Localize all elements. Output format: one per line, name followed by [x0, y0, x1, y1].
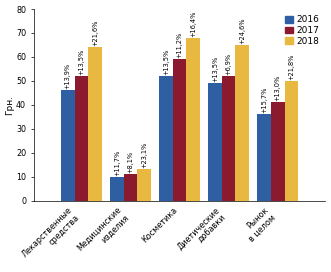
Bar	[159, 76, 173, 200]
Bar	[235, 45, 249, 200]
Text: +13,5%: +13,5%	[78, 49, 84, 75]
Legend: 2016, 2017, 2018: 2016, 2017, 2018	[284, 14, 321, 48]
Text: +13,0%: +13,0%	[275, 75, 281, 101]
Bar	[74, 76, 88, 200]
Text: +16,4%: +16,4%	[190, 10, 196, 37]
Text: +24,6%: +24,6%	[239, 17, 245, 44]
Text: +8,1%: +8,1%	[127, 151, 133, 173]
Bar	[110, 177, 124, 200]
Text: +13,5%: +13,5%	[163, 49, 169, 75]
Bar	[124, 174, 137, 200]
Text: +11,2%: +11,2%	[176, 32, 183, 58]
Bar	[186, 38, 200, 200]
Bar	[208, 83, 222, 200]
Bar	[257, 115, 271, 200]
Text: +6,9%: +6,9%	[226, 53, 232, 75]
Bar	[173, 59, 186, 200]
Bar	[88, 47, 102, 200]
Bar	[271, 103, 285, 200]
Text: +13,9%: +13,9%	[65, 63, 71, 89]
Text: +21,8%: +21,8%	[288, 54, 294, 80]
Text: +11,7%: +11,7%	[114, 149, 120, 176]
Y-axis label: Грн.: Грн.	[6, 95, 15, 115]
Text: +13,5%: +13,5%	[212, 56, 218, 82]
Text: +15,7%: +15,7%	[261, 87, 267, 113]
Bar	[61, 91, 74, 200]
Bar	[137, 169, 151, 200]
Bar	[285, 81, 298, 200]
Text: +23,1%: +23,1%	[141, 142, 147, 168]
Bar	[222, 76, 235, 200]
Text: +21,6%: +21,6%	[92, 20, 98, 47]
